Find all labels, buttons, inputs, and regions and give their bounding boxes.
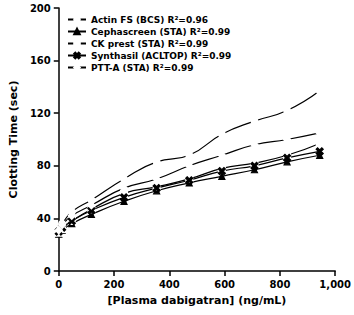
svg-text:40: 40 — [37, 213, 51, 224]
svg-text:400: 400 — [159, 279, 180, 290]
svg-text:80: 80 — [37, 160, 51, 171]
svg-text:200: 200 — [104, 279, 125, 290]
svg-text:CK prest (STA) R²=0.99: CK prest (STA) R²=0.99 — [91, 39, 208, 49]
svg-text:0: 0 — [44, 266, 51, 277]
svg-text:PTT-A (STA) R²=0.99: PTT-A (STA) R²=0.99 — [91, 63, 193, 73]
svg-text:1,000: 1,000 — [319, 279, 351, 290]
svg-text:120: 120 — [30, 108, 51, 119]
svg-text:Actin FS (BCS) R²=0.96: Actin FS (BCS) R²=0.96 — [91, 15, 208, 25]
svg-text:Synthasil (ACLTOP) R²=0.99: Synthasil (ACLTOP) R²=0.99 — [91, 51, 231, 61]
svg-text:Cephascreen (STA) R²=0.99: Cephascreen (STA) R²=0.99 — [91, 27, 230, 37]
svg-text:[Plasma dabigatran] (ng/mL): [Plasma dabigatran] (ng/mL) — [108, 294, 287, 307]
svg-text:600: 600 — [214, 279, 235, 290]
svg-text:160: 160 — [30, 55, 51, 66]
svg-text:Clotting Time (sec): Clotting Time (sec) — [7, 81, 20, 199]
svg-text:800: 800 — [269, 279, 290, 290]
svg-text:200: 200 — [30, 3, 51, 14]
svg-text:0: 0 — [55, 279, 62, 290]
